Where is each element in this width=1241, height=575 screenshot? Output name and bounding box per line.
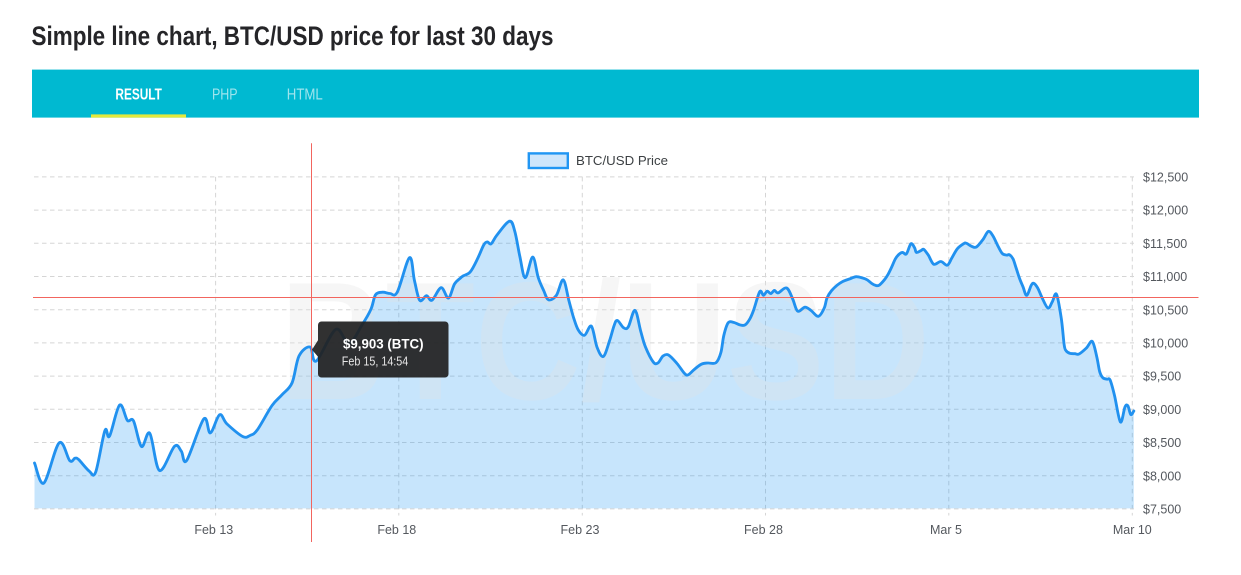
svg-text:$10,000: $10,000 [1143,337,1188,351]
svg-text:$11,500: $11,500 [1143,237,1187,251]
svg-text:$9,500: $9,500 [1143,370,1181,384]
svg-text:$11,000: $11,000 [1143,270,1187,284]
svg-text:HTML: HTML [287,87,323,104]
svg-text:$8,500: $8,500 [1143,436,1181,450]
svg-text:$12,500: $12,500 [1143,171,1188,185]
svg-text:$9,903 (BTC): $9,903 (BTC) [343,336,424,352]
svg-text:Simple line chart, BTC/USD pri: Simple line chart, BTC/USD price for las… [32,21,554,51]
svg-text:Feb 23: Feb 23 [561,523,600,537]
svg-text:$9,000: $9,000 [1143,403,1181,417]
svg-text:Feb 28: Feb 28 [744,523,783,537]
svg-text:Feb 13: Feb 13 [194,523,233,537]
svg-text:BTC/USD Price: BTC/USD Price [576,153,668,168]
svg-text:$8,000: $8,000 [1143,469,1181,483]
svg-text:Feb 18: Feb 18 [377,523,416,537]
svg-text:$7,500: $7,500 [1143,503,1181,517]
svg-text:PHP: PHP [212,87,238,104]
svg-text:Mar 10: Mar 10 [1113,523,1152,537]
svg-text:RESULT: RESULT [115,87,162,104]
svg-text:Feb 15, 14:54: Feb 15, 14:54 [342,355,409,369]
svg-text:$10,500: $10,500 [1143,303,1188,317]
svg-text:Mar 5: Mar 5 [930,523,962,537]
svg-text:$12,000: $12,000 [1143,204,1188,218]
